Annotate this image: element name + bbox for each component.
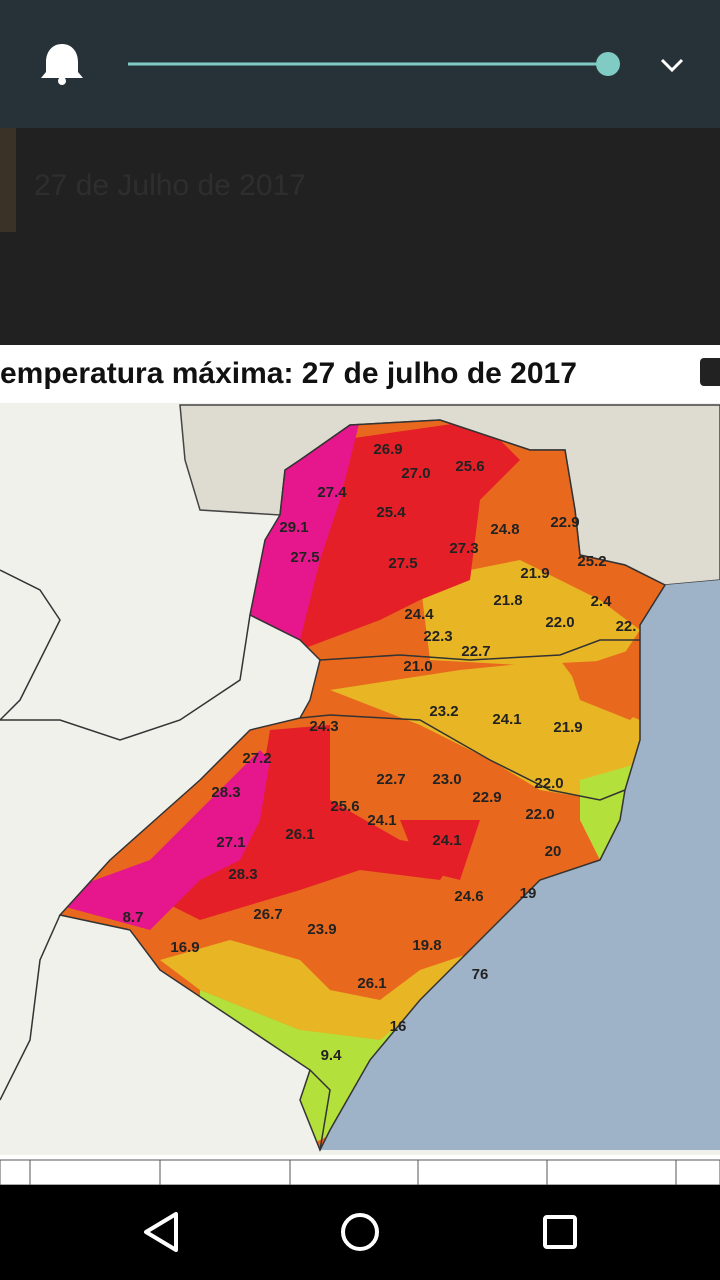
map-image: 26.9 27.0 25.6 27.4 25.4 24.8 22.9 29.1 27.5 27.5… <box>0 345 720 1186</box>
temperature-label: 16 <box>390 1018 407 1035</box>
bell-icon[interactable] <box>41 44 83 85</box>
close-badge[interactable] <box>700 358 720 386</box>
temperature-label: 22.0 <box>534 775 563 792</box>
temperature-label: 21.9 <box>553 719 582 736</box>
nav-bar <box>0 1185 720 1280</box>
temperature-label: 27.4 <box>317 484 347 501</box>
temperature-label: 22.0 <box>525 806 554 823</box>
temperature-label: 24.3 <box>309 718 338 735</box>
temperature-label: 21.8 <box>493 592 522 609</box>
temperature-label: 27.1 <box>216 834 245 851</box>
temperature-label: 24.4 <box>404 606 434 623</box>
temperature-label: 22.9 <box>472 789 501 806</box>
slider-knob[interactable] <box>596 52 620 76</box>
temperature-label: 27.5 <box>388 555 417 572</box>
temperature-label: 24.1 <box>432 832 461 849</box>
title-bg <box>0 355 720 401</box>
temperature-label: 25.4 <box>376 504 406 521</box>
temperature-label: 19.8 <box>412 937 441 954</box>
temperature-label: 24.1 <box>492 711 521 728</box>
temperature-label: 2.4 <box>591 593 613 610</box>
temperature-label: 28.3 <box>211 784 240 801</box>
temperature-label: 25.6 <box>455 458 484 475</box>
temperature-label: 22.7 <box>461 643 490 660</box>
temperature-label: 27.3 <box>449 540 478 557</box>
temperature-label: 26.9 <box>373 441 402 458</box>
temperature-label: 26.1 <box>357 975 386 992</box>
temperature-label: 29.1 <box>279 519 308 536</box>
scale-ticks <box>29 1160 677 1185</box>
temperature-label: 21.9 <box>520 565 549 582</box>
temperature-label: 22.0 <box>545 614 574 631</box>
temperature-label: 26.7 <box>253 906 282 923</box>
temperature-label: 16.9 <box>170 939 199 956</box>
temperature-label: 21.0 <box>403 658 432 675</box>
back-button[interactable] <box>144 1212 178 1252</box>
temperature-label: 9.4 <box>321 1047 343 1064</box>
ocean <box>320 580 720 1150</box>
temperature-label: 27.5 <box>290 549 319 566</box>
temperature-label: 28.3 <box>228 866 257 883</box>
temperature-label: 22. <box>616 618 637 635</box>
map-title: emperatura máxima: 27 de julho de 2017 <box>0 357 577 390</box>
temperature-label: 22.9 <box>550 514 579 531</box>
home-button[interactable] <box>341 1213 379 1251</box>
scale-bar <box>0 1159 720 1186</box>
temperature-label: 23.9 <box>307 921 336 938</box>
temperature-label: 26.1 <box>285 826 314 843</box>
temperature-label: 8.7 <box>123 909 144 926</box>
temperature-label: 23.0 <box>432 771 461 788</box>
temperature-label: 22.7 <box>376 771 405 788</box>
temperature-label: 20 <box>545 843 562 860</box>
caption: 27 de Julho de 2017 <box>34 169 306 202</box>
temperature-label: 24.1 <box>367 812 396 829</box>
recents-button[interactable] <box>543 1215 577 1249</box>
temperature-label: 76 <box>472 966 489 983</box>
temperature-label: 22.3 <box>423 628 452 645</box>
temperature-label: 27.2 <box>242 750 271 767</box>
temperature-label: 24.8 <box>490 521 519 538</box>
borders <box>0 419 667 1152</box>
expand-chevron[interactable] <box>660 58 684 73</box>
temperature-label: 24.6 <box>454 888 483 905</box>
temperature-label: 25.6 <box>330 798 359 815</box>
temperature-label: 23.2 <box>429 703 458 720</box>
avatar <box>0 128 16 232</box>
temperature-label: 25.2 <box>577 553 606 570</box>
temperature-label: 27.0 <box>401 465 430 482</box>
map-labels: 26.9 27.0 25.6 27.4 25.4 24.8 22.9 29.1 27.5 27.5… <box>123 441 637 1064</box>
temperature-label: 19 <box>520 885 537 902</box>
